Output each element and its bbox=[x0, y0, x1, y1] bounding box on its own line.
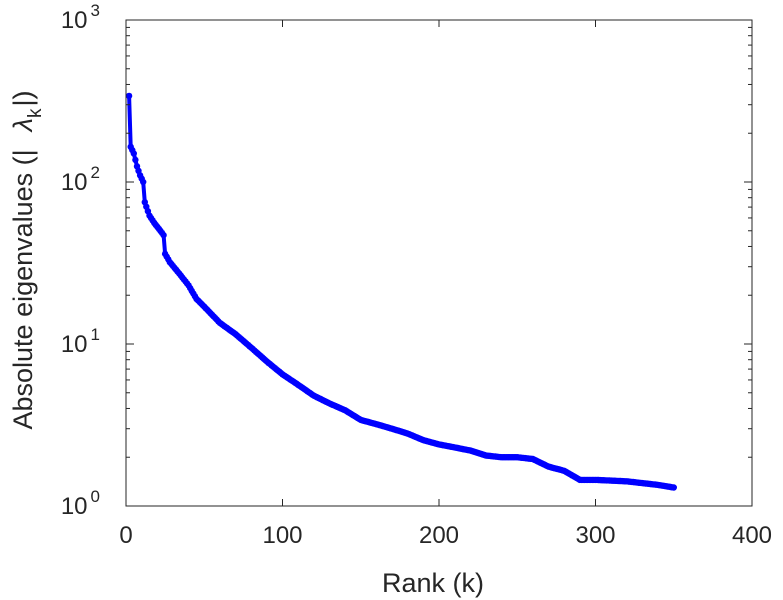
x-tick-label: 100 bbox=[262, 522, 302, 549]
y-tick-label: 10 3 bbox=[61, 1, 100, 34]
y-axis-label: Absolute eigenvalues (| λk |) bbox=[8, 90, 46, 429]
y-axis-label-prefix: Absolute eigenvalues (| bbox=[8, 149, 38, 429]
y-axis-label-suffix: |) bbox=[8, 90, 38, 106]
data-point bbox=[160, 231, 167, 239]
axes-box bbox=[125, 19, 753, 507]
data-point bbox=[140, 178, 147, 186]
y-tick-label: 10 2 bbox=[61, 163, 100, 196]
y-axis-label-subscript: k bbox=[25, 108, 46, 118]
x-tick-label: 200 bbox=[419, 522, 459, 549]
x-tick-label: 400 bbox=[732, 522, 772, 549]
y-tick-label: 10 1 bbox=[61, 325, 100, 358]
x-tick-label: 0 bbox=[119, 522, 132, 549]
data-point bbox=[670, 484, 677, 491]
plot-area bbox=[125, 92, 677, 491]
data-point bbox=[130, 150, 137, 157]
y-tick-label: 10 0 bbox=[61, 487, 100, 520]
x-axis-label: Rank (k) bbox=[382, 568, 484, 598]
x-tick-label: 300 bbox=[575, 522, 615, 549]
data-point bbox=[125, 92, 133, 100]
data-point bbox=[132, 156, 139, 164]
y-axis-label-symbol: λ bbox=[8, 118, 38, 133]
